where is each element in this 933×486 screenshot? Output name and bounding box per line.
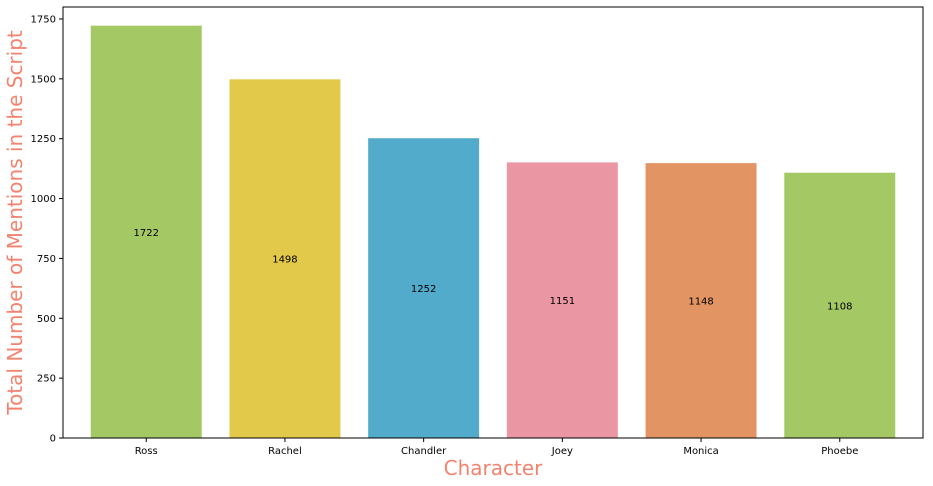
data-label-rachel: 1498 (272, 255, 297, 266)
data-label-monica: 1148 (688, 297, 713, 308)
x-tick-label-phoebe: Phoebe (821, 446, 858, 457)
y-axis-title: Total Number of Mentions in the Script (3, 30, 27, 416)
data-labels-layer: 1722 1498 1252 1151 1148 1108 (133, 228, 852, 313)
data-label-chandler: 1252 (411, 284, 436, 295)
y-tick-label-1750: 1750 (31, 14, 56, 25)
x-tick-label-ross: Ross (135, 446, 158, 457)
data-label-phoebe: 1108 (827, 301, 852, 312)
y-axis: 0 250 500 750 1000 1250 1500 1750 (31, 14, 63, 445)
y-tick-label-1500: 1500 (31, 74, 56, 85)
bar-rachel (229, 79, 341, 438)
x-tick-label-rachel: Rachel (268, 446, 302, 457)
bar-monica (645, 163, 757, 438)
bar-ross (90, 25, 202, 438)
x-tick-label-monica: Monica (683, 446, 719, 457)
y-tick-label-500: 500 (37, 314, 56, 325)
y-tick-label-1000: 1000 (31, 194, 56, 205)
y-tick-label-0: 0 (50, 434, 56, 445)
data-label-ross: 1722 (133, 228, 158, 239)
x-axis-title: Character (444, 456, 544, 480)
bar-joey (506, 162, 618, 438)
bars-layer (90, 25, 896, 438)
bar-chandler (368, 138, 480, 438)
plot-frame (62, 6, 924, 439)
y-tick-label-250: 250 (37, 374, 56, 385)
x-axis: Ross Rachel Chandler Joey Monica Phoebe (135, 438, 858, 457)
x-tick-label-chandler: Chandler (401, 446, 447, 457)
y-tick-label-750: 750 (37, 254, 56, 265)
y-tick-label-1250: 1250 (31, 134, 56, 145)
x-tick-label-joey: Joey (551, 446, 573, 457)
bar-phoebe (784, 172, 896, 438)
data-label-joey: 1151 (550, 296, 575, 307)
